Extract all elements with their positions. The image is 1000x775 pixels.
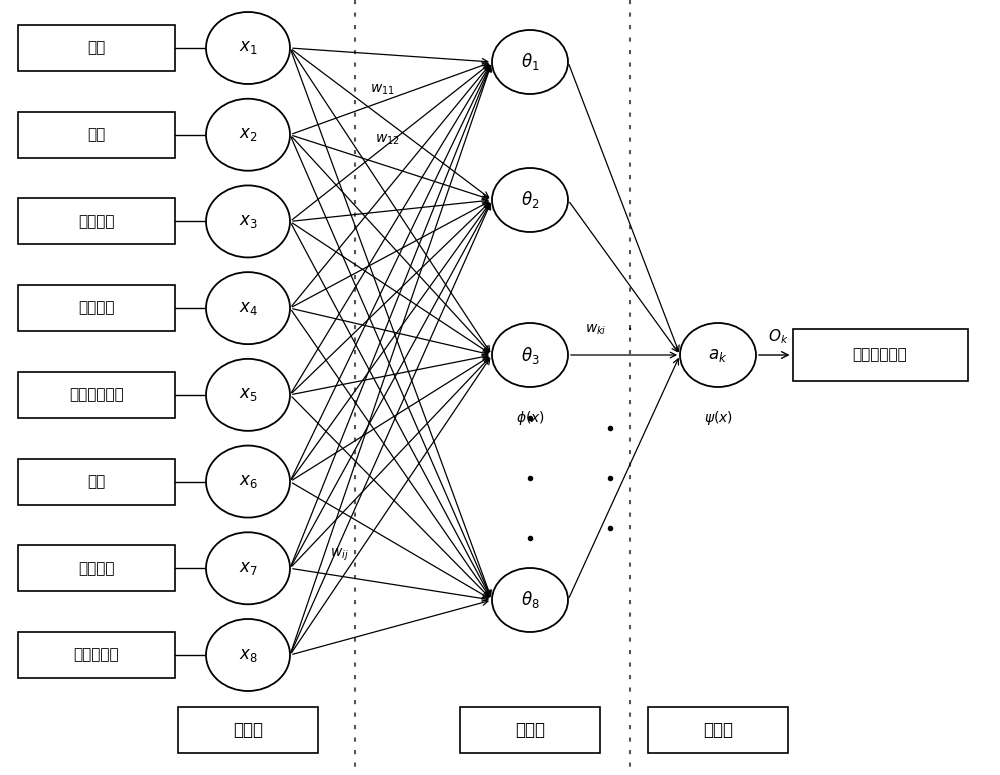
Text: $w_{12}$: $w_{12}$ xyxy=(375,133,400,147)
Text: $\theta_8$: $\theta_8$ xyxy=(521,590,539,611)
FancyBboxPatch shape xyxy=(460,707,600,753)
Text: 输出层: 输出层 xyxy=(703,721,733,739)
FancyBboxPatch shape xyxy=(18,459,175,505)
Text: 输入层: 输入层 xyxy=(233,721,263,739)
Ellipse shape xyxy=(206,12,290,84)
Text: 空气湿度: 空气湿度 xyxy=(78,301,115,315)
Text: $x_4$: $x_4$ xyxy=(239,300,257,317)
FancyBboxPatch shape xyxy=(648,707,788,753)
FancyBboxPatch shape xyxy=(18,632,175,678)
Text: $w_{11}$: $w_{11}$ xyxy=(370,83,395,97)
Ellipse shape xyxy=(492,323,568,387)
Text: $w_{ki}$: $w_{ki}$ xyxy=(585,323,607,337)
Text: 季节: 季节 xyxy=(87,40,106,56)
Text: $\theta_1$: $\theta_1$ xyxy=(521,51,539,73)
Ellipse shape xyxy=(206,185,290,257)
Text: $x_1$: $x_1$ xyxy=(239,40,257,57)
Ellipse shape xyxy=(206,619,290,691)
Text: $\phi(x)$: $\phi(x)$ xyxy=(516,409,544,427)
Text: 太阳辐射强度: 太阳辐射强度 xyxy=(69,388,124,402)
Text: 建筑空调能耗: 建筑空调能耗 xyxy=(853,347,907,363)
FancyBboxPatch shape xyxy=(18,285,175,331)
Text: 隐含层: 隐含层 xyxy=(515,721,545,739)
Ellipse shape xyxy=(206,359,290,431)
Ellipse shape xyxy=(492,568,568,632)
Ellipse shape xyxy=(492,168,568,232)
FancyBboxPatch shape xyxy=(18,112,175,158)
Ellipse shape xyxy=(206,446,290,518)
Ellipse shape xyxy=(206,272,290,344)
Text: 时刻: 时刻 xyxy=(87,474,106,489)
Text: $\psi(x)$: $\psi(x)$ xyxy=(704,409,732,427)
Text: $\theta_3$: $\theta_3$ xyxy=(521,345,539,366)
Text: 室外温度: 室外温度 xyxy=(78,214,115,229)
Text: $w_{ij}$: $w_{ij}$ xyxy=(330,547,349,563)
FancyBboxPatch shape xyxy=(18,546,175,591)
Ellipse shape xyxy=(206,98,290,170)
Text: $x_2$: $x_2$ xyxy=(239,126,257,143)
Text: 是否工作日: 是否工作日 xyxy=(74,647,119,663)
Ellipse shape xyxy=(680,323,756,387)
Text: $O_k$: $O_k$ xyxy=(768,328,789,346)
Text: 建筑面积: 建筑面积 xyxy=(78,561,115,576)
FancyBboxPatch shape xyxy=(792,329,968,381)
Text: $a_k$: $a_k$ xyxy=(708,346,728,363)
Ellipse shape xyxy=(492,30,568,94)
FancyBboxPatch shape xyxy=(178,707,318,753)
FancyBboxPatch shape xyxy=(18,372,175,418)
Text: $x_6$: $x_6$ xyxy=(239,473,257,490)
Text: $\theta_2$: $\theta_2$ xyxy=(521,190,539,211)
Text: $x_5$: $x_5$ xyxy=(239,387,257,403)
Ellipse shape xyxy=(206,532,290,604)
FancyBboxPatch shape xyxy=(18,25,175,71)
Text: $x_8$: $x_8$ xyxy=(239,646,257,663)
Text: ·: · xyxy=(627,321,633,339)
Text: $x_3$: $x_3$ xyxy=(239,213,257,230)
Text: 气象: 气象 xyxy=(87,127,106,143)
Text: $x_7$: $x_7$ xyxy=(239,560,257,577)
FancyBboxPatch shape xyxy=(18,198,175,244)
